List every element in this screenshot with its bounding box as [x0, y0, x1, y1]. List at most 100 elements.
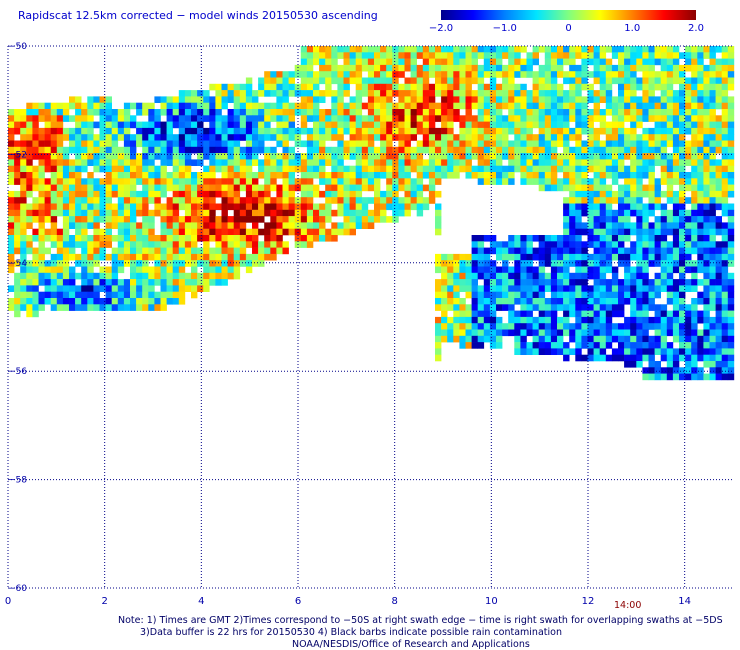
heatmap-cell [26, 203, 33, 211]
heatmap-cell [38, 153, 45, 160]
heatmap-cell [642, 127, 649, 135]
heatmap-cell [130, 285, 137, 292]
heatmap-cell [392, 46, 399, 53]
heatmap-cell [117, 178, 125, 185]
heatmap-cell [672, 64, 680, 72]
heatmap-cell [502, 285, 509, 292]
heatmap-cell [618, 134, 625, 141]
heatmap-cell [642, 266, 649, 274]
heatmap-cell [306, 172, 314, 179]
heatmap-cell [697, 209, 704, 217]
heatmap-cell [489, 329, 497, 337]
heatmap-cell [459, 165, 466, 173]
heatmap-cell [343, 102, 350, 110]
heatmap-cell [87, 146, 94, 154]
heatmap-cell [75, 146, 82, 154]
heatmap-cell [453, 253, 460, 261]
heatmap-cell [374, 146, 381, 154]
heatmap-cell [654, 96, 661, 103]
heatmap-cell [62, 260, 70, 267]
heatmap-cell [69, 140, 76, 148]
heatmap-cell [593, 228, 600, 236]
heatmap-cell [282, 172, 289, 179]
heatmap-cell [502, 64, 509, 72]
heatmap-cell [544, 153, 552, 160]
heatmap-cell [81, 235, 88, 242]
heatmap-cell [154, 115, 161, 122]
heatmap-cell [685, 102, 692, 110]
heatmap-cell [727, 316, 735, 324]
heatmap-cell [727, 235, 735, 242]
heatmap-cell [26, 102, 33, 110]
heatmap-cell [404, 46, 411, 53]
heatmap-cell [575, 253, 582, 261]
heatmap-cell [75, 134, 82, 141]
heatmap-cell [496, 323, 503, 330]
heatmap-cell [300, 172, 308, 179]
heatmap-cell [288, 134, 295, 141]
heatmap-cell [587, 260, 594, 267]
heatmap-cell [288, 83, 295, 91]
heatmap-cell [709, 178, 716, 185]
heatmap-cell [428, 159, 436, 166]
heatmap-cell [123, 222, 131, 229]
heatmap-cell [453, 285, 460, 292]
heatmap-cell [550, 247, 558, 255]
heatmap-cell [197, 247, 204, 255]
heatmap-cell [496, 146, 503, 154]
heatmap-cell [611, 77, 619, 85]
heatmap-cell [636, 342, 643, 349]
heatmap-cell [563, 266, 570, 274]
heatmap-cell [672, 316, 680, 324]
heatmap-cell [166, 172, 173, 179]
heatmap-cell [630, 64, 637, 72]
heatmap-cell [636, 279, 643, 286]
heatmap-cell [105, 291, 112, 299]
heatmap-cell [361, 52, 369, 59]
heatmap-cell [563, 285, 570, 292]
heatmap-cell [221, 260, 228, 267]
heatmap-cell [569, 159, 576, 166]
heatmap-cell [544, 90, 552, 97]
heatmap-cell [721, 335, 729, 343]
heatmap-cell [526, 178, 533, 185]
heatmap-cell [642, 184, 649, 192]
heatmap-cell [111, 216, 119, 223]
heatmap-cell [93, 209, 100, 217]
heatmap-cell [26, 260, 33, 267]
heatmap-cell [471, 241, 478, 248]
heatmap-cell [148, 241, 155, 248]
heatmap-cell [691, 127, 698, 135]
colorbar-tick-label: −2.0 [429, 23, 453, 34]
heatmap-cell [611, 127, 619, 135]
heatmap-cell [264, 165, 271, 173]
heatmap-cell [599, 71, 607, 78]
heatmap-cell [69, 197, 76, 204]
heatmap-cell [654, 323, 661, 330]
heatmap-cell [703, 342, 710, 349]
heatmap-cell [300, 228, 308, 236]
heatmap-cell [721, 291, 729, 299]
heatmap-cell [38, 203, 45, 211]
heatmap-cell [697, 298, 704, 305]
heatmap-cell [313, 109, 320, 116]
heatmap-cell [392, 52, 399, 59]
heatmap-cell [624, 291, 631, 299]
heatmap-cell [599, 354, 607, 362]
heatmap-cell [642, 96, 649, 103]
heatmap-cell [557, 140, 564, 148]
heatmap-cell [209, 190, 216, 198]
heatmap-cell [709, 165, 716, 173]
heatmap-cell [294, 216, 302, 223]
heatmap-cell [514, 335, 521, 343]
colorbar-gradient [441, 10, 696, 20]
heatmap-cell [349, 209, 356, 217]
heatmap-cell [520, 83, 527, 91]
heatmap-cell [172, 178, 180, 185]
heatmap-cell [709, 190, 716, 198]
heatmap-cell [160, 127, 167, 135]
heatmap-cell [142, 241, 149, 248]
heatmap-cell [624, 348, 631, 355]
heatmap-cell [337, 165, 344, 173]
heatmap-cell [508, 159, 515, 166]
